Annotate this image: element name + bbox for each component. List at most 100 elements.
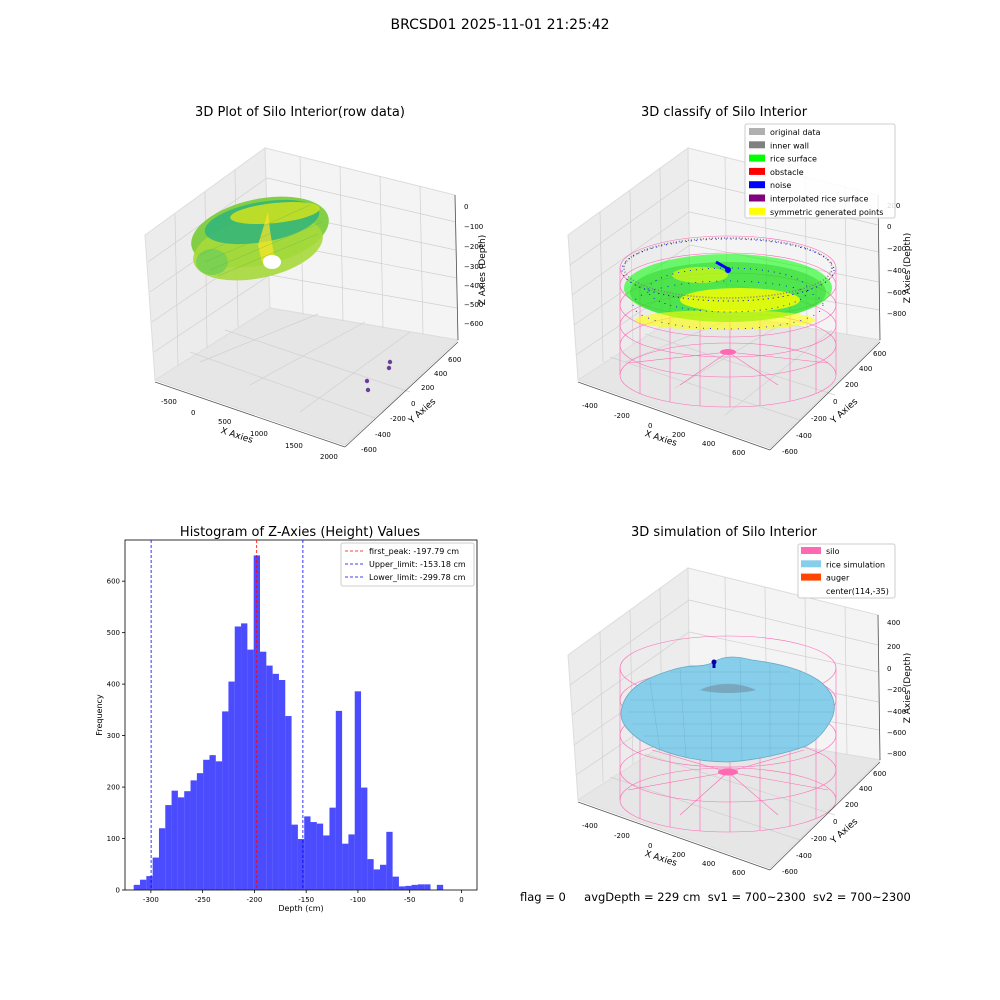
simulation-3d-ytick: 400 [859, 785, 872, 793]
classify-3d-xtick: 200 [672, 431, 685, 439]
histogram-bar [260, 651, 267, 890]
legend-label: noise [770, 181, 791, 190]
raw-3d-ytick: -400 [375, 431, 391, 439]
histogram-title: Histogram of Z-Axies (Height) Values [180, 525, 420, 540]
legend-label: interpolated rice surface [770, 195, 868, 204]
classify-3d-xtick: 0 [648, 422, 652, 430]
x-tick-label: -300 [143, 896, 159, 904]
legend-label: auger [826, 574, 850, 583]
histogram-reference-lines [150, 540, 304, 890]
histogram-bar [417, 884, 425, 890]
classify-3d-z-axis [877, 194, 881, 341]
simulation-3d-xtick: 600 [732, 869, 745, 877]
outlier-point [365, 387, 371, 393]
classify-3d-ztick: 0 [887, 223, 891, 231]
histogram-legend: first_peak: -197.79 cm Upper_limit: -153.… [340, 542, 475, 587]
histogram-bar [291, 824, 298, 890]
x-tick-label: -200 [246, 896, 262, 904]
simulation-3d-xtick: -200 [614, 832, 630, 840]
y-tick-label: 500 [107, 629, 120, 637]
classify-3d-ytick: 0 [833, 398, 837, 406]
histogram-xlabel: Depth (cm) [278, 904, 323, 913]
histogram-bar [348, 834, 355, 890]
histogram-ylabel: Frequency [95, 694, 104, 736]
simulation-3d-ztick: 0 [887, 665, 891, 673]
histogram-bar [361, 787, 368, 890]
legend-label: Upper_limit: -153.18 cm [369, 560, 466, 569]
raw-3d-ytick: 600 [448, 356, 461, 364]
raw-3d-xtick: 0 [191, 409, 195, 417]
simulation-3d-rice-surface [620, 656, 835, 763]
raw-3d-ytick: -200 [390, 415, 406, 423]
status-line: flag = 0 avgDepth = 229 cm sv1 = 700~230… [520, 890, 911, 904]
histogram-bar [272, 673, 279, 890]
legend-label: Lower_limit: -299.78 cm [369, 573, 466, 582]
y-tick-label: 300 [107, 732, 120, 740]
legend-swatch [749, 194, 765, 202]
y-tick-label: 400 [107, 681, 120, 689]
histogram-bar [373, 869, 380, 890]
simulation-3d-xtick: -400 [582, 822, 598, 830]
histogram-bar [241, 623, 248, 890]
histogram-bar [140, 879, 147, 890]
histogram-bar [146, 876, 153, 890]
raw-3d-xtick: -500 [161, 398, 177, 406]
histogram-bar [436, 884, 444, 890]
histogram-bar [234, 626, 242, 890]
raw-3d-ztick: −400 [464, 282, 483, 290]
histogram-panel: Histogram of Z-Axies (Height) Values -30… [95, 525, 478, 913]
histogram-bar [329, 807, 336, 890]
legend-label: original data [770, 128, 821, 137]
avg-depth-value: avgDepth = 229 cm [584, 890, 701, 904]
simulation-3d-ytick: -600 [782, 868, 798, 876]
simulation-3d-x-axis [577, 801, 771, 871]
simulation-3d-title: 3D simulation of Silo Interior [631, 525, 818, 540]
legend-label: silo [826, 547, 840, 556]
raw-3d-ytick: 400 [434, 370, 447, 378]
outlier-point [387, 359, 393, 365]
legend-label: rice surface [770, 155, 817, 164]
classify-3d-y-axis [769, 341, 881, 451]
legend-label: first_peak: -197.79 cm [369, 547, 459, 556]
legend-swatch [749, 207, 765, 215]
simulation-3d-ytick: 0 [833, 818, 837, 826]
simulation-3d-ztick: −400 [887, 708, 906, 716]
histogram-bar [392, 876, 399, 890]
simulation-3d-panel: 3D simulation of Silo Interior [567, 525, 913, 877]
histogram-bar [222, 711, 229, 890]
histogram-bar [266, 665, 273, 890]
histogram-bar [171, 790, 178, 890]
classify-3d-ytick: 400 [859, 365, 872, 373]
histogram-bar [323, 835, 330, 890]
outlier-point [364, 378, 370, 384]
simulation-3d-ytick: 600 [873, 770, 886, 778]
histogram-bar [411, 884, 418, 890]
classify-3d-point-cloud [621, 237, 835, 330]
legend-swatch [749, 141, 765, 149]
raw-3d-ztick: 0 [464, 203, 468, 211]
histogram-bar [247, 649, 254, 890]
simulation-3d-ytick: 200 [845, 801, 858, 809]
histogram-bar [133, 884, 141, 890]
raw-3d-xlabel: X Axies [219, 426, 254, 446]
histogram-bar [165, 805, 172, 890]
classify-3d-ytick: -200 [811, 415, 827, 423]
y-tick-label: 100 [107, 835, 120, 843]
histogram-bar [386, 831, 393, 890]
histogram-bar [196, 773, 204, 890]
classify-3d-ytick: -600 [782, 448, 798, 456]
legend-label: symmetric generated points [770, 208, 883, 217]
histogram-x-axis: -300 -250 -200 -150 -100 -50 0 [143, 890, 464, 904]
classify-3d-ytick: 200 [845, 381, 858, 389]
simulation-3d-xtick: 0 [648, 842, 652, 850]
raw-3d-xtick: 500 [218, 418, 231, 426]
classify-3d-xtick: -400 [582, 402, 598, 410]
classify-3d-xtick: 600 [732, 449, 745, 457]
histogram-bar [285, 716, 292, 890]
classify-3d-zlabel: Z Axies (Depth) [903, 233, 913, 304]
histogram-bar [278, 680, 286, 890]
simulation-3d-ytick: -200 [811, 835, 827, 843]
histogram-bar [405, 885, 412, 890]
classify-3d-panel: 3D classify of Silo Interior [567, 105, 913, 457]
